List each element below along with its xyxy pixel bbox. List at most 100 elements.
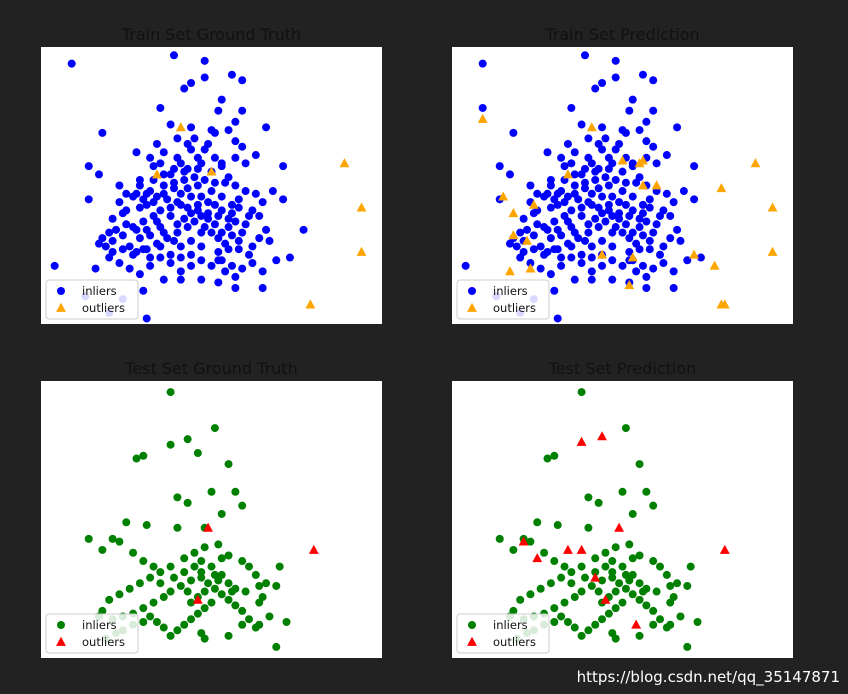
inlier-point xyxy=(615,214,624,223)
inlier-point xyxy=(265,612,274,621)
inlier-point xyxy=(584,626,593,635)
inlier-point xyxy=(169,178,178,187)
inlier-point xyxy=(98,128,107,137)
inlier-point xyxy=(217,159,226,168)
inlier-point xyxy=(193,164,202,173)
inlier-point xyxy=(587,253,596,262)
inlier-point xyxy=(536,264,545,273)
inlier-point xyxy=(533,220,542,229)
inlier-point xyxy=(115,537,124,546)
inlier-point xyxy=(180,167,189,176)
inlier-point xyxy=(200,634,209,643)
inlier-point xyxy=(149,598,158,607)
inlier-point xyxy=(679,187,688,196)
inlier-point xyxy=(238,228,247,237)
inlier-point xyxy=(615,198,624,207)
inlier-point xyxy=(217,509,226,518)
inlier-point xyxy=(231,153,240,162)
inlier-point xyxy=(245,562,254,571)
inlier-point xyxy=(159,228,168,237)
inlier-point xyxy=(533,518,542,527)
inlier-point xyxy=(587,189,596,198)
inlier-point xyxy=(227,231,236,240)
outlier-point xyxy=(614,522,625,532)
inlier-point xyxy=(601,134,610,143)
inlier-point xyxy=(173,220,182,229)
inlier-point xyxy=(183,184,192,193)
inlier-point xyxy=(122,189,131,198)
inlier-point xyxy=(183,587,192,596)
legend-label: outliers xyxy=(82,301,125,315)
inlier-point xyxy=(187,261,196,270)
inlier-point xyxy=(193,449,202,458)
inlier-point xyxy=(135,203,144,212)
inlier-point xyxy=(193,181,202,190)
inlier-point xyxy=(245,250,254,259)
inlier-point xyxy=(635,579,644,588)
inlier-point xyxy=(118,231,127,240)
inlier-point xyxy=(570,170,579,179)
inlier-point xyxy=(224,245,233,254)
legend-label: outliers xyxy=(82,635,125,649)
inlier-point xyxy=(166,587,175,596)
inlier-point xyxy=(621,178,630,187)
inlier-point xyxy=(272,581,281,590)
inlier-point xyxy=(255,581,264,590)
inlier-point xyxy=(461,261,470,270)
legend-label: inliers xyxy=(82,284,117,298)
inlier-point xyxy=(591,568,600,577)
inlier-point xyxy=(567,159,576,168)
inlier-point xyxy=(546,203,555,212)
inlier-point xyxy=(169,184,178,193)
inlier-point xyxy=(536,242,545,251)
inlier-point xyxy=(587,267,596,276)
inlier-point xyxy=(227,587,236,596)
inlier-point xyxy=(550,286,559,295)
inlier-point xyxy=(176,581,185,590)
inlier-point xyxy=(618,167,627,176)
inlier-point xyxy=(608,228,617,237)
inlier-point xyxy=(591,84,600,93)
inlier-point xyxy=(180,214,189,223)
inlier-point xyxy=(693,617,702,626)
inlier-point xyxy=(567,103,576,112)
inlier-point xyxy=(642,117,651,126)
legend-marker xyxy=(56,302,66,312)
inlier-point xyxy=(115,590,124,599)
outlier-point xyxy=(192,594,203,604)
inlier-point xyxy=(204,214,213,223)
inlier-point xyxy=(587,581,596,590)
inlier-point xyxy=(129,192,138,201)
inlier-point xyxy=(156,253,165,262)
inlier-point xyxy=(495,162,504,171)
inlier-point xyxy=(580,178,589,187)
inlier-point xyxy=(227,209,236,218)
inlier-point xyxy=(577,631,586,640)
outlier-point xyxy=(203,522,214,532)
outlier-point xyxy=(651,180,662,190)
outlier-point xyxy=(627,252,638,262)
inlier-point xyxy=(187,192,196,201)
inlier-point xyxy=(142,521,151,530)
inlier-point xyxy=(591,175,600,184)
inlier-point xyxy=(509,545,518,554)
inlier-point xyxy=(135,181,144,190)
inlier-point xyxy=(258,283,267,292)
outlier-point xyxy=(576,544,587,554)
inlier-point xyxy=(673,579,682,588)
inlier-point xyxy=(156,579,165,588)
inlier-point xyxy=(84,534,93,543)
inlier-point xyxy=(159,189,168,198)
inlier-point xyxy=(224,631,233,640)
inlier-point xyxy=(146,573,155,582)
inlier-point xyxy=(272,256,281,265)
inlier-point xyxy=(173,153,182,162)
inlier-point xyxy=(635,595,644,604)
inlier-point xyxy=(526,537,535,546)
inlier-point xyxy=(251,570,260,579)
inlier-point xyxy=(683,256,692,265)
inlier-point xyxy=(635,126,644,135)
inlier-point xyxy=(166,250,175,259)
inlier-point xyxy=(604,181,613,190)
inlier-point xyxy=(601,562,610,571)
